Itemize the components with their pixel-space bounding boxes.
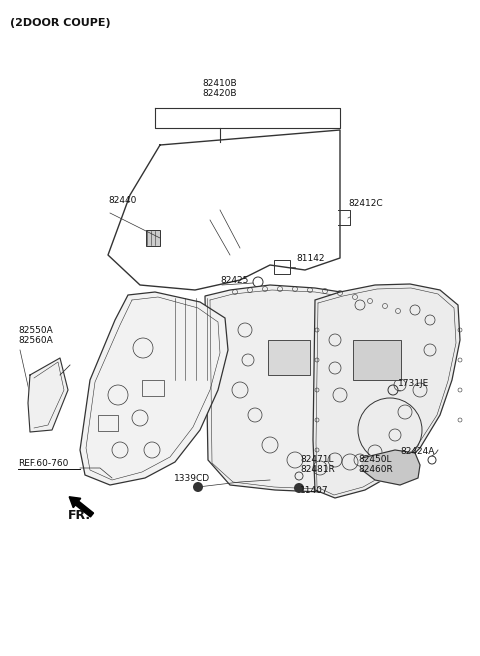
FancyArrow shape bbox=[69, 497, 94, 517]
Bar bbox=[268, 340, 310, 375]
Bar bbox=[146, 230, 160, 246]
Bar bbox=[98, 415, 118, 431]
Bar bbox=[142, 380, 164, 396]
Polygon shape bbox=[80, 292, 228, 485]
Circle shape bbox=[193, 482, 203, 492]
Text: 11407: 11407 bbox=[300, 486, 329, 495]
Text: 82412C: 82412C bbox=[348, 199, 383, 208]
Text: 82450L
82460R: 82450L 82460R bbox=[358, 455, 393, 474]
Circle shape bbox=[294, 483, 304, 493]
Text: REF.60-760: REF.60-760 bbox=[18, 459, 68, 468]
Text: 81142: 81142 bbox=[296, 254, 324, 263]
Polygon shape bbox=[362, 450, 420, 485]
Text: 82550A
82560A: 82550A 82560A bbox=[18, 325, 53, 345]
Polygon shape bbox=[28, 358, 68, 432]
Polygon shape bbox=[205, 285, 425, 492]
Text: 82471L
82481R: 82471L 82481R bbox=[300, 455, 335, 474]
Text: 1731JE: 1731JE bbox=[398, 379, 429, 388]
Text: (2DOOR COUPE): (2DOOR COUPE) bbox=[10, 18, 110, 28]
Text: FR.: FR. bbox=[68, 509, 91, 522]
Text: 82424A: 82424A bbox=[400, 447, 434, 456]
Bar bbox=[353, 340, 401, 380]
Polygon shape bbox=[313, 284, 460, 498]
Text: 1339CD: 1339CD bbox=[174, 474, 210, 483]
Text: 82425: 82425 bbox=[220, 276, 248, 285]
Text: 82410B
82420B: 82410B 82420B bbox=[203, 79, 237, 98]
Text: 82440: 82440 bbox=[108, 196, 136, 205]
Bar bbox=[274, 260, 290, 274]
